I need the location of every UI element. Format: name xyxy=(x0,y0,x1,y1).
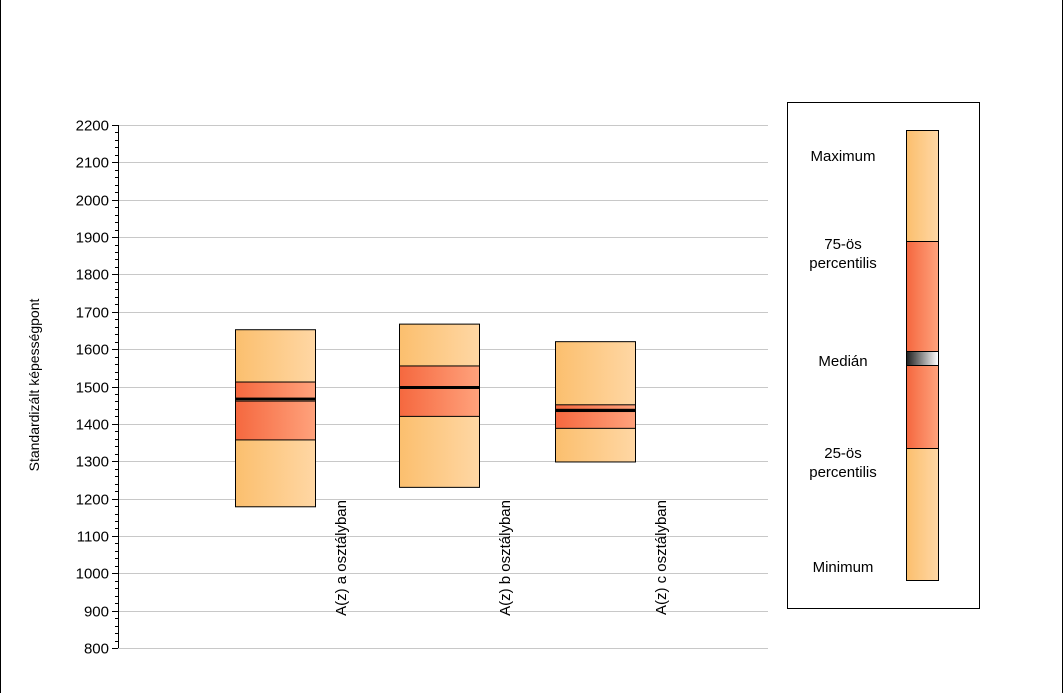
legend-swatch-median xyxy=(906,351,939,366)
legend-label-q1: 25-ös percentilis xyxy=(788,444,898,482)
legend-label-q3-line2: percentilis xyxy=(809,255,877,272)
box-2 xyxy=(399,323,480,488)
y-tick-label-800: 800 xyxy=(84,641,109,658)
legend-label-q1-line2: percentilis xyxy=(809,464,877,481)
legend-label-minimum: Minimum xyxy=(812,559,874,576)
box-iqr xyxy=(235,381,316,441)
box-iqr xyxy=(399,365,480,417)
x-category-labels: A(z) a osztályban A(z) b osztályban A(z) c… xyxy=(333,500,670,616)
category-label-1: A(z) a osztályban xyxy=(333,500,350,616)
box-3 xyxy=(555,341,636,463)
legend-swatch-bar xyxy=(906,130,939,581)
box-series xyxy=(235,323,636,508)
y-tick-label-1500: 1500 xyxy=(76,380,109,397)
legend-swatch-lower-whisker xyxy=(906,448,939,581)
category-label-3: A(z) c osztályban xyxy=(653,500,670,615)
y-tick-label-1900: 1900 xyxy=(76,230,109,247)
legend-label-q3: 75-ös percentilis xyxy=(788,235,898,273)
y-tick-label-2200: 2200 xyxy=(76,118,109,135)
y-axis-label: Standardizált képességpont xyxy=(26,299,42,472)
y-tick-label-1100: 1100 xyxy=(77,529,109,546)
box-whisker-range xyxy=(555,341,636,463)
legend-swatch-upper-whisker xyxy=(906,130,939,242)
y-tick-label-1600: 1600 xyxy=(76,342,109,359)
box-iqr xyxy=(555,404,636,429)
legend: Maximum 75-ös percentilis Medián 25-ös p… xyxy=(787,102,980,609)
y-tick-label-1000: 1000 xyxy=(76,566,109,583)
y-tick-label-1800: 1800 xyxy=(76,267,109,284)
legend-label-q3-line1: 75-ös xyxy=(824,236,862,253)
y-tick-label-2000: 2000 xyxy=(76,193,109,210)
y-tick-label-900: 900 xyxy=(84,604,109,621)
category-label-2: A(z) b osztályban xyxy=(497,500,514,616)
box-1 xyxy=(235,329,316,508)
legend-label-q1-line1: 25-ös xyxy=(824,445,862,462)
legend-label-median: Medián xyxy=(818,353,868,370)
legend-swatch-lower-box xyxy=(906,365,939,449)
y-tick-label-1300: 1300 xyxy=(76,454,109,471)
y-axis: 800 900 1000 1100 1200 1300 1400 1500 1600 1700 18… xyxy=(76,118,119,658)
legend-swatch-upper-box xyxy=(906,241,939,352)
legend-label-maximum: Maximum xyxy=(810,148,876,165)
y-tick-label-1400: 1400 xyxy=(76,417,109,434)
y-tick-label-1200: 1200 xyxy=(76,492,109,509)
y-tick-label-2100: 2100 xyxy=(76,155,109,172)
y-tick-label-1700: 1700 xyxy=(76,305,109,322)
